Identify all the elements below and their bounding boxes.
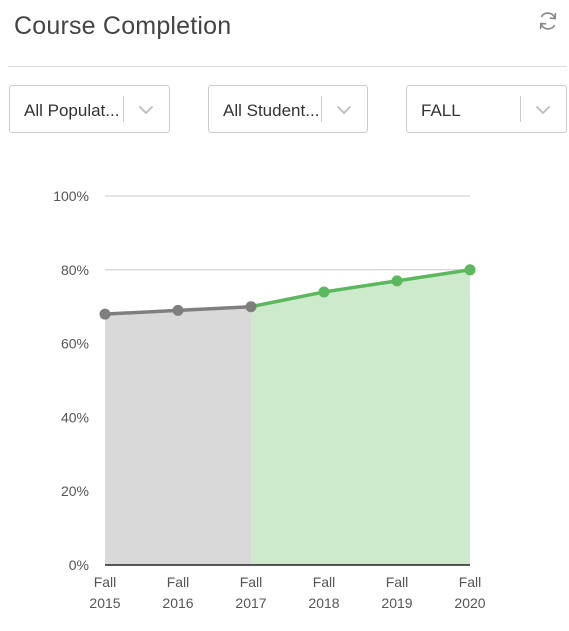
population-dropdown-value: All Populat... (24, 101, 120, 120)
x-tick-label-year: 2016 (162, 595, 193, 611)
y-tick-label: 0% (69, 557, 89, 573)
data-point-5 (464, 264, 476, 276)
x-tick-label-year: 2019 (381, 595, 412, 611)
student-dropdown[interactable]: All Student... (208, 85, 368, 133)
data-point-4 (391, 275, 403, 287)
x-tick-label-term: Fall (459, 574, 482, 590)
x-tick-label-year: 2017 (235, 595, 266, 611)
population-dropdown-separator (123, 96, 124, 122)
x-tick-label-term: Fall (386, 574, 409, 590)
x-tick-label-term: Fall (240, 574, 263, 590)
term-dropdown[interactable]: FALL (406, 85, 567, 133)
x-tick-label-term: Fall (313, 574, 336, 590)
y-tick-label: 60% (61, 336, 89, 352)
student-dropdown-separator (321, 96, 322, 122)
x-tick-label-term: Fall (167, 574, 190, 590)
y-tick-label: 80% (61, 262, 89, 278)
data-point-3 (318, 286, 330, 298)
historical-area (105, 306, 251, 565)
completion-chart: 0% 20% 40% 60% 80% 100% Fall 2015 Fall 2016 Fall 20… (53, 188, 486, 611)
chevron-down-icon[interactable] (137, 101, 155, 119)
x-tick-label-term: Fall (94, 574, 117, 590)
y-tick-label: 100% (53, 188, 89, 204)
y-tick-label: 40% (61, 409, 89, 425)
x-tick-label-year: 2018 (308, 595, 339, 611)
term-dropdown-separator (520, 96, 521, 122)
current-line (250, 268, 471, 309)
chevron-down-icon[interactable] (335, 101, 353, 119)
data-point-0 (99, 308, 111, 320)
y-tick-label: 20% (61, 483, 89, 499)
page-title: Course Completion (14, 12, 232, 40)
x-tick-label-year: 2020 (454, 595, 485, 611)
current-area (251, 269, 470, 565)
data-point-1 (172, 304, 184, 316)
population-dropdown[interactable]: All Populat... (9, 85, 170, 133)
student-dropdown-value: All Student... (223, 101, 320, 120)
data-point-2 (245, 301, 257, 313)
header-divider (8, 66, 567, 67)
x-tick-label-year: 2015 (89, 595, 120, 611)
refresh-icon[interactable] (536, 9, 560, 33)
term-dropdown-value: FALL (421, 101, 461, 120)
chevron-down-icon[interactable] (534, 101, 552, 119)
